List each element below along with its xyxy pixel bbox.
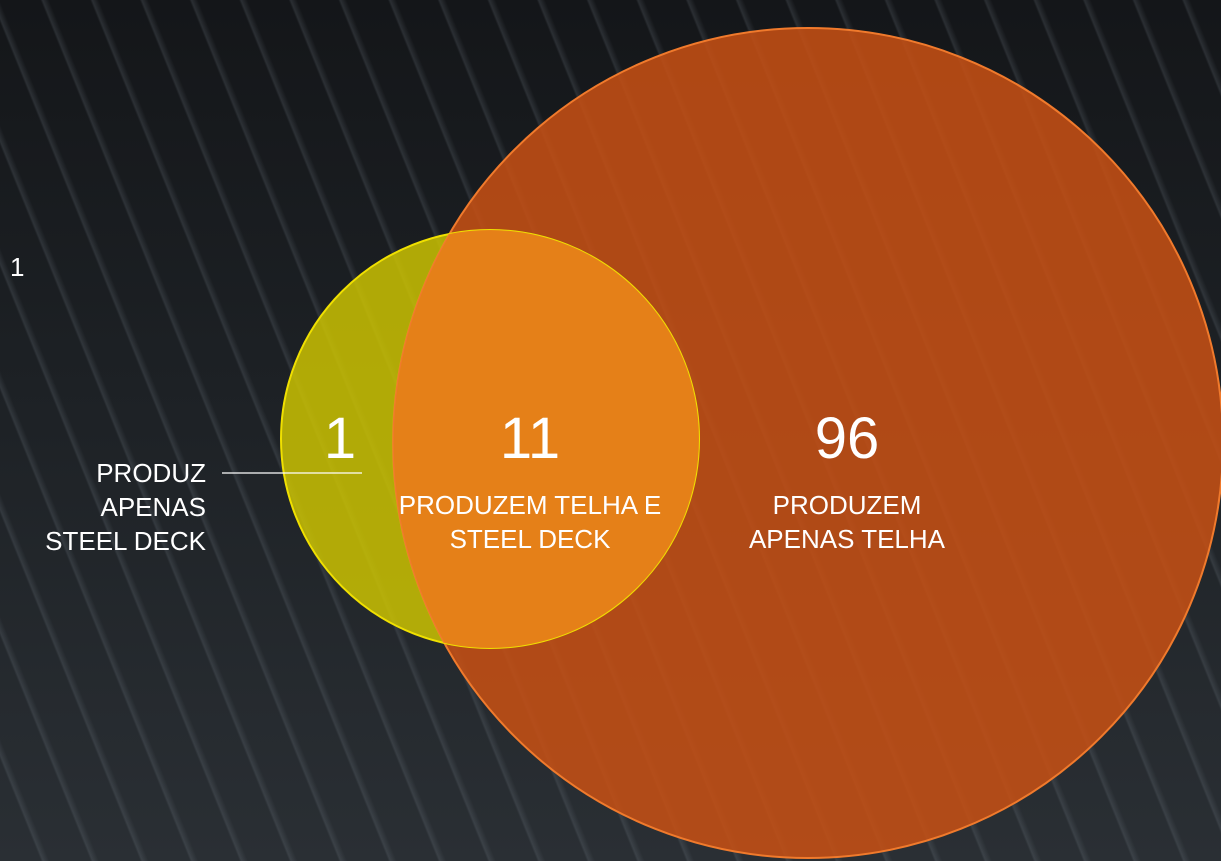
page-number: 1: [10, 250, 24, 284]
label: PRODUZ APENAS STEEL DECK: [20, 456, 206, 558]
count: 96: [747, 410, 947, 468]
count: 11: [430, 410, 630, 468]
count: 1: [300, 410, 380, 468]
infographic: 1 1 PRODUZ APENAS STEEL DECK 11 PRODUZEM…: [0, 0, 1221, 861]
label: PRODUZEM TELHA E STEEL DECK: [395, 488, 665, 556]
label: PRODUZEM APENAS TELHA: [742, 488, 952, 556]
